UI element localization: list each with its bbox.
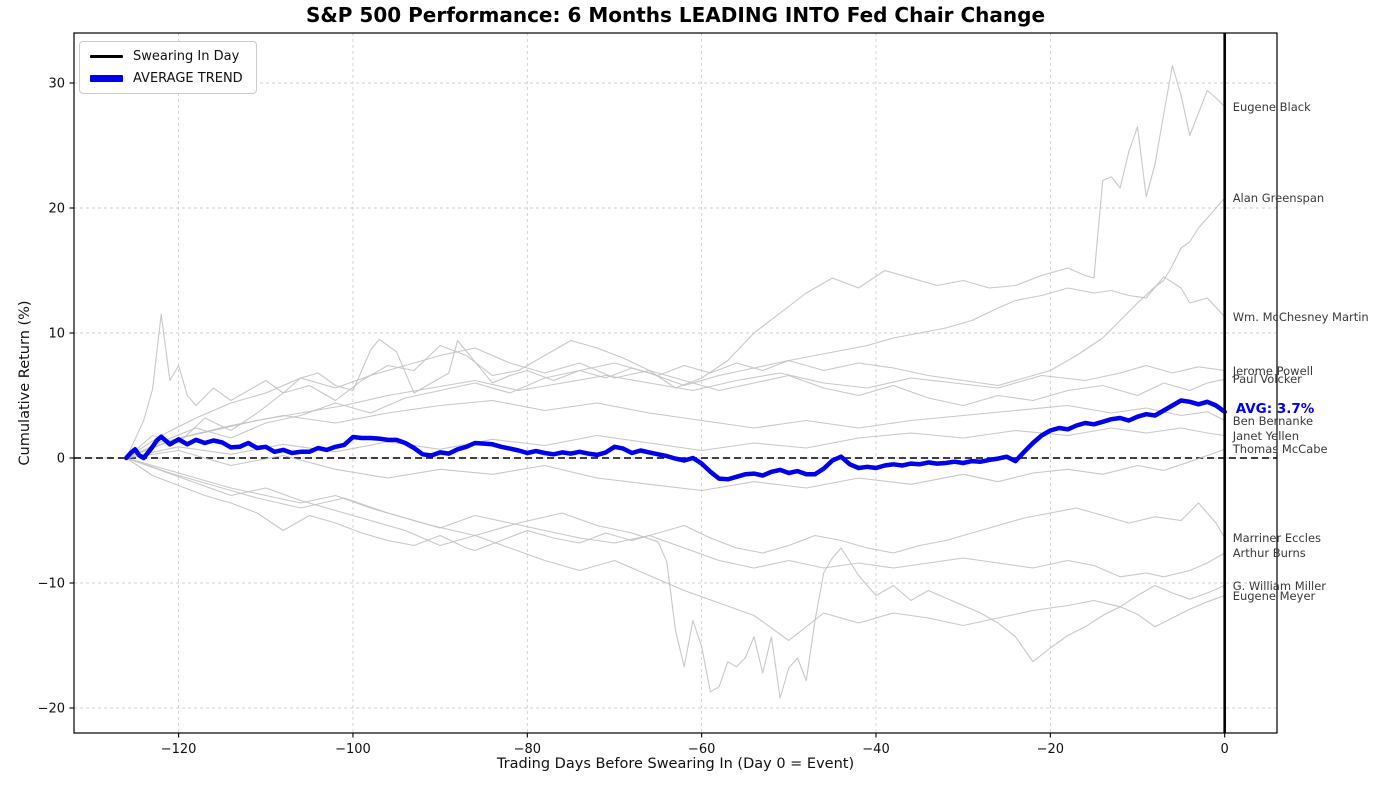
series-label-marriner-eccles: Marriner Eccles	[1232, 531, 1322, 545]
series-label-thomas-mccabe: Thomas McCabe	[1232, 442, 1328, 457]
series-line-g-william-miller	[126, 457, 1225, 699]
series-label-eugene-meyer: Eugene Meyer	[1232, 588, 1316, 603]
x-axis-label: Trading Days Before Swearing In (Day 0 =…	[496, 756, 855, 772]
x-tick-label: −40	[862, 742, 889, 757]
series-label-ben-bernanke: Ben Bernanke	[1232, 413, 1314, 428]
series-label-arthur-burns: Arthur Burns	[1232, 546, 1306, 560]
series-label-g-william-miller: G. William Miller	[1232, 578, 1327, 593]
x-tick-label: −60	[688, 742, 715, 757]
series-line-wm-mcchesney-martin	[125, 276, 1226, 459]
series-label-jerome-powell: Jerome Powell	[1232, 363, 1314, 378]
y-axis-label: Cumulative Return (%)	[17, 300, 33, 466]
x-tick-label: 0	[1221, 742, 1229, 757]
series-line-arthur-burns	[126, 457, 1225, 578]
x-tick-label: −100	[335, 742, 371, 757]
series-line-eugene-meyer	[126, 457, 1225, 642]
x-tick-label: −80	[514, 742, 541, 757]
series-line-marriner-eccles	[125, 457, 1226, 554]
series-label-eugene-black: Eugene Black	[1232, 99, 1311, 114]
legend-row-event: Swearing In Day	[90, 49, 243, 64]
series-line-jerome-powell	[126, 364, 1225, 459]
series-label-janet-yellen: Janet Yellen	[1232, 428, 1299, 443]
series-label-paul-volcker: Paul Volcker	[1232, 372, 1302, 387]
series-line-alan-greenspan	[126, 197, 1226, 459]
series-line-thomas-mccabe	[126, 448, 1225, 492]
avg-annotation: AVG: 3.7%	[1235, 400, 1315, 417]
x-tick-label: −120	[161, 742, 197, 757]
y-tick-label: 0	[57, 452, 65, 467]
y-tick-label: 10	[48, 327, 65, 342]
y-tick-label: −10	[38, 577, 65, 592]
y-tick-label: 20	[48, 202, 65, 217]
series-line-paul-volcker	[126, 347, 1225, 459]
x-tick-label: −20	[1037, 742, 1064, 757]
y-tick-label: 30	[48, 77, 65, 92]
plot-border	[73, 32, 1278, 734]
average-trend-line	[124, 398, 1227, 482]
series-label-alan-greenspan: Alan Greenspan	[1232, 191, 1325, 205]
y-tick-label: −20	[38, 702, 65, 717]
legend-label-event: Swearing In Day	[133, 49, 240, 64]
series-line-ben-bernanke	[126, 399, 1225, 459]
series-line-eugene-black	[125, 64, 1226, 459]
legend-row-average: AVERAGE TREND	[90, 71, 243, 86]
series-label-wm-mcchesney-martin: Wm. McChesney Martin	[1232, 309, 1369, 324]
legend: Swearing In Day AVERAGE TREND	[79, 41, 257, 94]
legend-label-average: AVERAGE TREND	[133, 71, 243, 86]
chart-title: S&P 500 Performance: 6 Months LEADING IN…	[305, 3, 1046, 27]
legend-swatch-average-line	[90, 75, 123, 82]
legend-swatch-event-line	[90, 55, 123, 58]
